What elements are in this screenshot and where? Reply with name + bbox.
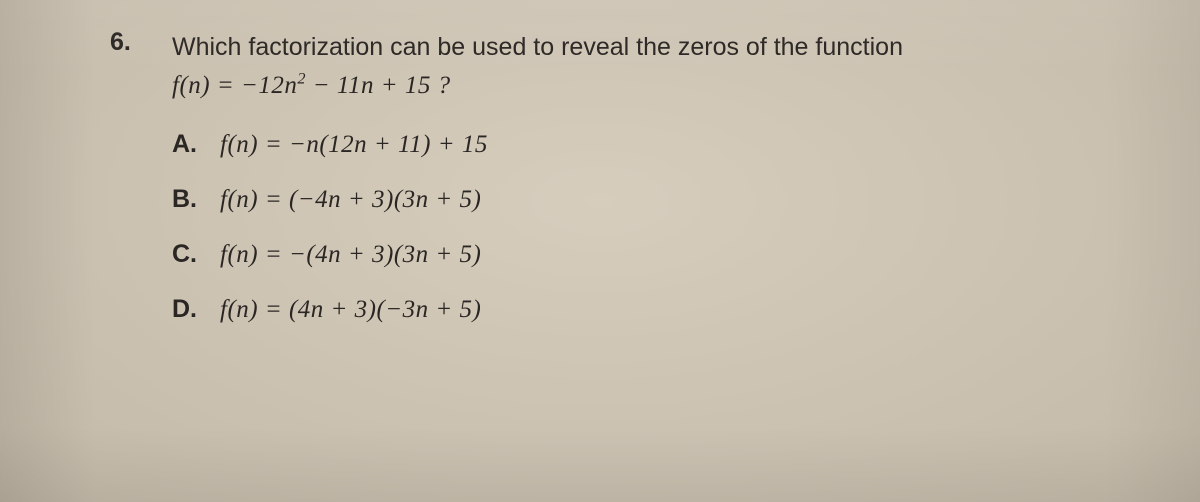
choice-letter: B. [172, 185, 220, 214]
choice-expression: f(n) = (−4n + 3)(3n + 5) [220, 186, 481, 214]
choice-d[interactable]: D. f(n) = (4n + 3)(−3n + 5) [172, 295, 1140, 324]
question-stem: Which factorization can be used to revea… [172, 28, 1132, 106]
stem-expression: f(n) = −12n2 − 11n + 15 ? [172, 67, 1132, 106]
worksheet-page: 6. Which factorization can be used to re… [0, 0, 1200, 502]
choice-expression: f(n) = −(4n + 3)(3n + 5) [220, 241, 481, 269]
question-number: 6. [110, 28, 131, 57]
choice-letter: A. [172, 130, 220, 159]
choice-a[interactable]: A. f(n) = −n(12n + 11) + 15 [172, 130, 1140, 159]
choice-letter: C. [172, 240, 220, 269]
answer-choices: A. f(n) = −n(12n + 11) + 15 B. f(n) = (−… [172, 130, 1140, 324]
choice-expression: f(n) = (4n + 3)(−3n + 5) [220, 296, 481, 324]
choice-expression: f(n) = −n(12n + 11) + 15 [220, 131, 488, 159]
choice-letter: D. [172, 295, 220, 324]
choice-c[interactable]: C. f(n) = −(4n + 3)(3n + 5) [172, 240, 1140, 269]
choice-b[interactable]: B. f(n) = (−4n + 3)(3n + 5) [172, 185, 1140, 214]
stem-text: Which factorization can be used to revea… [172, 28, 1132, 67]
